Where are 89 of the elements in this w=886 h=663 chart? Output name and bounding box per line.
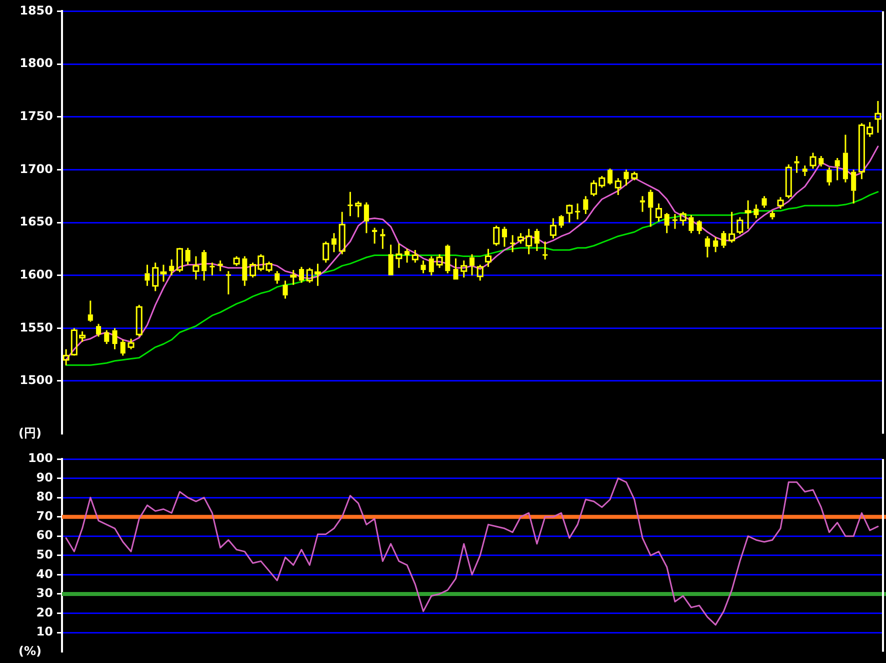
candlestick xyxy=(290,269,297,286)
candlestick xyxy=(185,247,190,266)
candlestick xyxy=(696,220,702,235)
candlestick xyxy=(218,260,223,272)
y-tick-label: 1800 xyxy=(20,56,53,70)
candlestick xyxy=(380,228,386,250)
candlestick xyxy=(338,211,346,255)
candlestick xyxy=(534,228,540,252)
y-axis-title: (%) xyxy=(18,644,42,658)
y-tick-label: 10 xyxy=(36,624,53,639)
candlestick xyxy=(428,256,434,276)
y-tick-label: 1600 xyxy=(20,267,53,282)
y-tick-label: 100 xyxy=(28,451,53,466)
y-tick-label: 30 xyxy=(36,586,53,600)
candlestick xyxy=(874,100,882,134)
candlestick xyxy=(88,300,93,323)
candlestick xyxy=(372,227,378,244)
candlestick xyxy=(453,258,458,280)
candlestick xyxy=(282,280,288,300)
candlestick xyxy=(274,270,280,285)
candlestick xyxy=(713,236,718,253)
candlestick xyxy=(558,214,564,229)
y-tick-label: 60 xyxy=(36,528,53,542)
candlestick xyxy=(388,244,394,276)
candlestick xyxy=(614,177,622,196)
candlestick xyxy=(794,155,800,174)
candlestick xyxy=(802,164,808,177)
candlestick xyxy=(842,134,848,184)
candlestick xyxy=(704,235,710,258)
candlestick xyxy=(96,323,102,338)
candlestick xyxy=(672,213,678,230)
candlestick xyxy=(120,339,126,356)
candlestick xyxy=(744,200,752,230)
candlestick xyxy=(226,270,231,296)
candlestick xyxy=(169,258,174,276)
candlestick xyxy=(502,226,507,248)
candlestick xyxy=(364,202,369,234)
candlestick xyxy=(331,232,336,253)
candlestick xyxy=(192,256,200,280)
candlestick xyxy=(542,240,548,260)
y-axis-title: (円) xyxy=(18,426,42,440)
candlestick xyxy=(396,242,402,269)
candlestick xyxy=(112,327,118,350)
candlestick xyxy=(834,157,840,181)
candlestick xyxy=(640,195,646,213)
y-tick-label: 1700 xyxy=(20,162,53,176)
candlestick xyxy=(608,168,613,186)
candlestick xyxy=(575,202,580,220)
candlestick xyxy=(460,260,468,278)
candlestick xyxy=(648,189,654,228)
candlestick xyxy=(355,200,362,218)
candlestick xyxy=(851,168,856,204)
candlestick xyxy=(566,204,573,224)
candlestick xyxy=(664,212,670,234)
candlestick xyxy=(210,262,215,276)
candlestick xyxy=(298,266,304,284)
y-tick-label: 20 xyxy=(36,605,53,620)
candlestick xyxy=(104,330,110,345)
candlestick xyxy=(655,202,662,222)
candlestick xyxy=(770,210,775,220)
candlestick xyxy=(445,244,450,274)
candlestick xyxy=(420,260,426,274)
candlestick xyxy=(404,248,410,264)
y-tick-label: 1550 xyxy=(20,320,53,334)
candlestick xyxy=(826,166,832,186)
candlestick xyxy=(818,155,824,168)
y-tick-label: 1500 xyxy=(20,373,53,388)
candlestick xyxy=(624,168,629,186)
candlestick xyxy=(469,253,475,276)
y-tick-label: 80 xyxy=(36,490,53,504)
y-tick-label: 50 xyxy=(36,548,53,562)
y-tick-label: 70 xyxy=(36,508,53,523)
candlestick xyxy=(242,256,248,287)
y-tick-label: 1650 xyxy=(20,214,53,229)
y-tick-label: 40 xyxy=(36,566,53,581)
candlestick xyxy=(202,249,207,282)
candlestick xyxy=(762,195,767,208)
candlestick xyxy=(583,195,588,215)
y-tick-label: 1750 xyxy=(20,108,53,123)
candlestick xyxy=(728,211,736,244)
candlestick xyxy=(550,218,556,240)
y-tick-label: 1850 xyxy=(20,3,53,18)
candlestick xyxy=(144,264,150,287)
candlestick xyxy=(721,230,726,249)
y-tick-label: 90 xyxy=(36,470,53,484)
candlestick xyxy=(754,204,759,220)
candlestick xyxy=(510,234,516,253)
candlestick xyxy=(688,214,694,234)
candlestick xyxy=(348,191,353,217)
